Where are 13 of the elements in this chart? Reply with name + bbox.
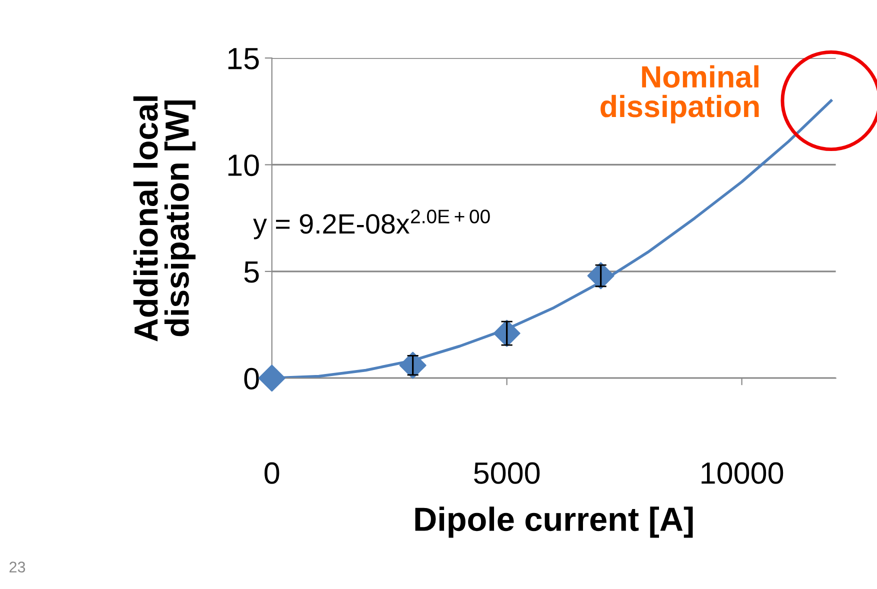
x-tick-label: 5000 <box>474 462 540 484</box>
x-tick-label: 10000 <box>702 462 784 484</box>
annotation: y = 9.2E-08x$^{2.0E+00}$ <box>253 210 490 240</box>
point <box>258 364 286 392</box>
annotation: Nominal dissipation <box>600 65 759 124</box>
y-tick-label: 10 <box>228 154 259 176</box>
y-axis-title: Additional local dissipation [W] <box>133 96 196 342</box>
y-tick-label: 5 <box>244 261 259 283</box>
x-axis-title: Dipole current [A] <box>415 506 693 538</box>
text: 23 <box>10 562 26 572</box>
x-tick-label: 0 <box>264 462 280 484</box>
y-tick-label: 15 <box>228 48 259 70</box>
y-tick-label: 0 <box>244 368 259 390</box>
